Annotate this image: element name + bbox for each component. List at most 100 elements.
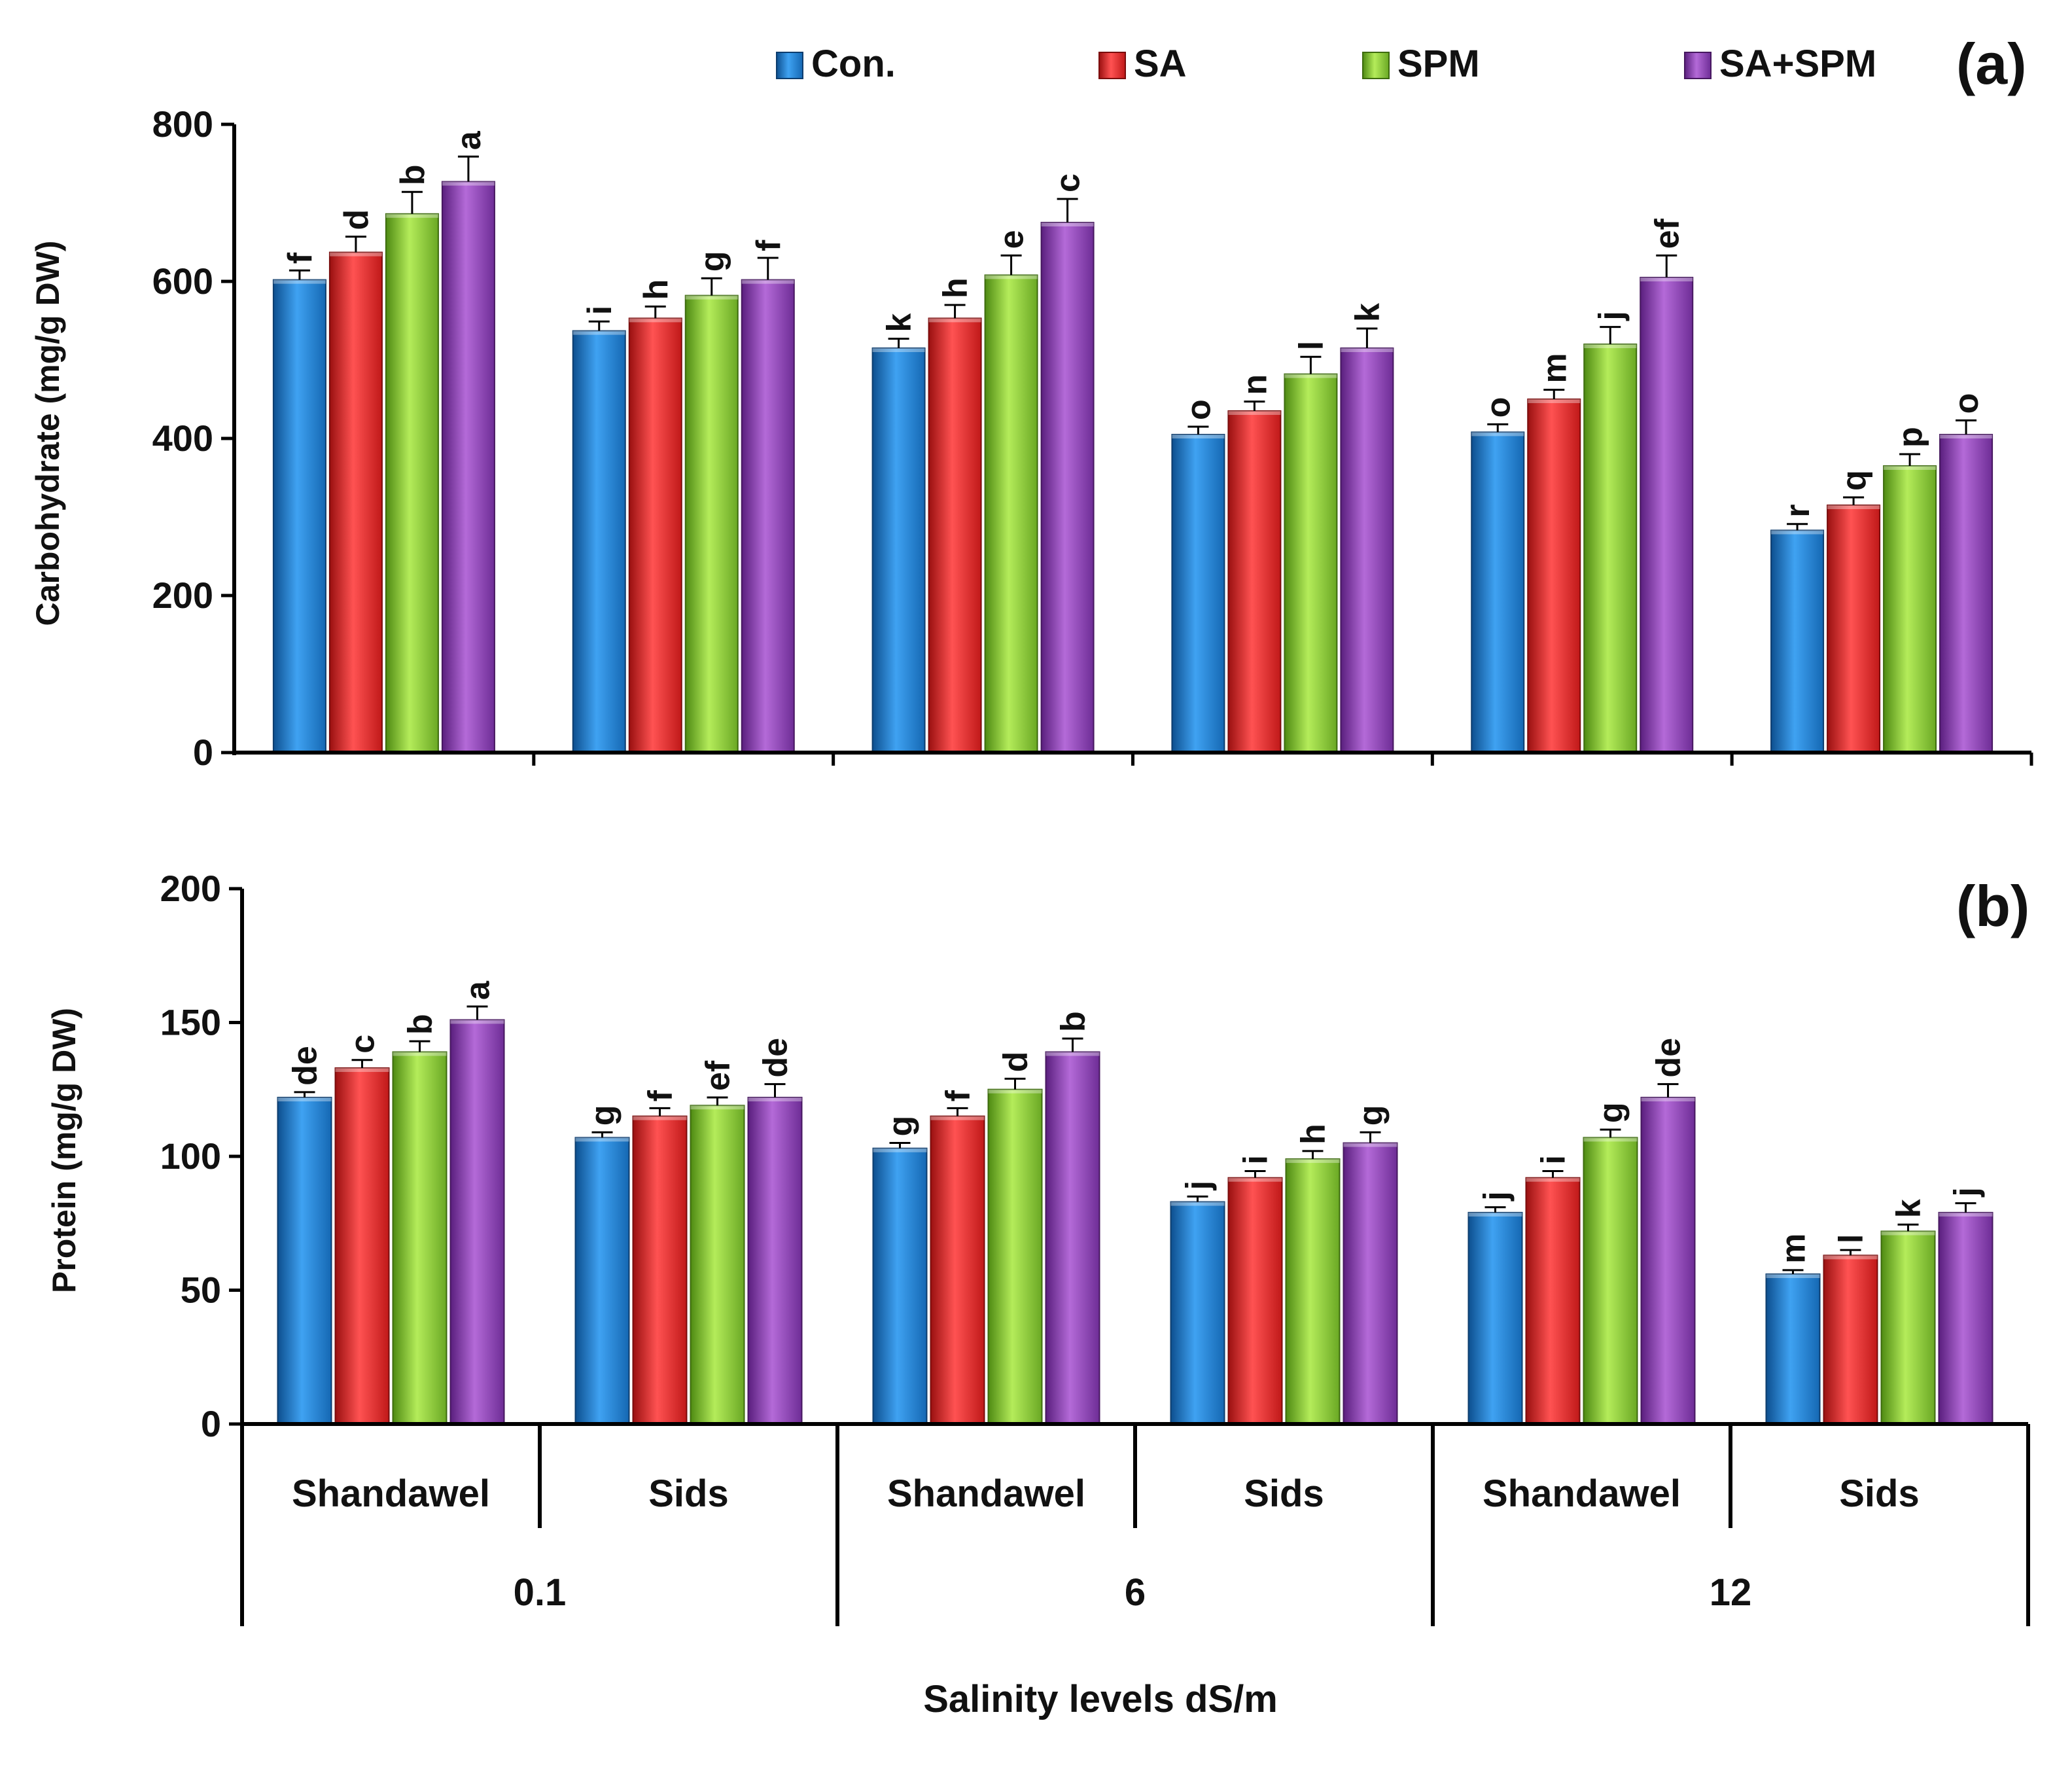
sig-letter-b: de [287,1046,325,1086]
bar-sa-spm-a [1640,277,1694,753]
bar-highlight-a [1640,277,1693,281]
sig-letter-a: o [1948,393,1986,414]
group-label-b: 0.1 [514,1571,567,1614]
sig-letter-a: g [694,251,731,272]
category-labels-b: Shandawel Sids Shandawel Sids Shandawel Sids [292,1472,1920,1515]
bar-highlight-a [385,213,438,218]
y-axis-title-a: Carbohydrate (mg/g DW) [29,241,66,626]
bar-sa-a [1527,399,1581,753]
bar-sa-b [632,1115,688,1425]
ytick-label-b: 50 [181,1270,221,1311]
bar-highlight-b [1823,1255,1878,1260]
sig-letter-a: o [1479,397,1517,418]
bar-highlight-b [1583,1137,1638,1142]
ytick-label-a: 600 [152,260,213,302]
sig-letter-a: q [1835,470,1873,491]
sig-letter-b: f [939,1090,977,1101]
ytick-label-b: 0 [201,1403,221,1444]
bar-highlight-a [985,275,1038,279]
bar-highlight-b [1468,1212,1522,1217]
bar-sa-spm-b [1045,1051,1100,1425]
axes-b [229,887,2030,1626]
bar-sa-b [334,1067,390,1425]
bar-highlight-a [741,279,794,284]
legend-label-sa-spm: SA+SPM [1719,43,1876,85]
bar-sa-a [928,317,982,753]
legend-item-con: Con. [776,43,896,85]
bar-highlight-a [1341,348,1394,352]
bar-spm-a [1284,373,1338,753]
category-label-b: Sids [648,1472,729,1515]
sig-letter-a: i [581,306,619,315]
bar-highlight-b [1766,1273,1820,1278]
bar-highlight-b [1170,1202,1225,1206]
bar-sa-spm-a [1340,347,1394,753]
sig-letter-a: r [1779,505,1817,518]
sig-letter-b: g [1352,1105,1390,1126]
bar-highlight-a [1284,374,1337,378]
bar-highlight-b [1881,1231,1935,1236]
sig-letter-b: g [882,1116,920,1137]
ytick-label-b: 200 [160,868,221,909]
sig-letter-b: d [997,1052,1035,1073]
sig-letter-b: h [1295,1124,1333,1145]
bar-spm-a [984,274,1038,753]
bar-highlight-b [690,1105,745,1110]
bars-a [272,181,1993,754]
bar-spm-b [1285,1158,1341,1425]
sig-letter-b: k [1890,1199,1928,1218]
bar-highlight-b [277,1097,332,1102]
category-label-b: Sids [1839,1472,1920,1515]
sig-letter-b: c [344,1035,382,1054]
sig-letter-b: ef [699,1060,737,1091]
legend: Con. SA SPM SA+SPM [776,43,1876,85]
sig-letter-a: n [1236,374,1274,395]
ytick-label-a: 0 [193,732,213,773]
bar-highlight-b [633,1116,687,1120]
category-label-b: Shandawel [1483,1472,1681,1515]
sig-letter-b: b [1055,1011,1093,1032]
bar-con-a [1471,431,1525,754]
bar-sa-spm-a [441,181,495,754]
x-axis-title: Salinity levels dS/m [923,1678,1278,1720]
sig-letter-b: a [459,980,497,1000]
bar-sa-spm-b [1938,1211,1993,1425]
sig-letter-a: d [338,209,376,230]
bar-sa-spm-b [1343,1142,1398,1425]
bar-spm-a [385,213,439,753]
ytick-labels-b: 0 50 100 150 200 [160,868,221,1444]
ytick-label-a: 200 [152,575,213,616]
legend-item-sa: SA [1098,43,1187,85]
panel-label-a: (a) [1956,31,2027,96]
sig-letter-b: i [1237,1155,1275,1164]
error-bars-b [294,1005,1976,1274]
bar-highlight-b [930,1116,985,1120]
bar-highlight-a [928,318,981,323]
bar-sa-b [1525,1177,1581,1425]
group-label-b: 12 [1710,1571,1752,1614]
bar-sa-b [1227,1177,1283,1425]
sig-letter-b: j [1948,1187,1986,1197]
bar-sa-spm-a [741,279,795,754]
bar-highlight-b [988,1089,1042,1094]
sig-letter-b: g [584,1105,622,1126]
bar-sa-b [930,1115,985,1425]
sig-letter-a: j [1592,311,1630,321]
bar-sa-a [1227,410,1282,753]
sig-letter-a: k [881,313,919,332]
sig-letter-b: j [1180,1181,1218,1190]
bar-highlight-b [1939,1212,1993,1217]
bar-highlight-b [393,1052,447,1056]
bar-highlight-a [1827,505,1880,509]
bar-highlight-a [329,252,382,257]
category-label-b: Shandawel [887,1472,1085,1515]
bar-sa-spm-b [747,1097,803,1425]
bar-con-a [1770,529,1825,754]
bar-highlight-a [1771,530,1824,535]
legend-swatch-spm [1362,52,1390,79]
sig-letter-b: de [1650,1038,1688,1078]
